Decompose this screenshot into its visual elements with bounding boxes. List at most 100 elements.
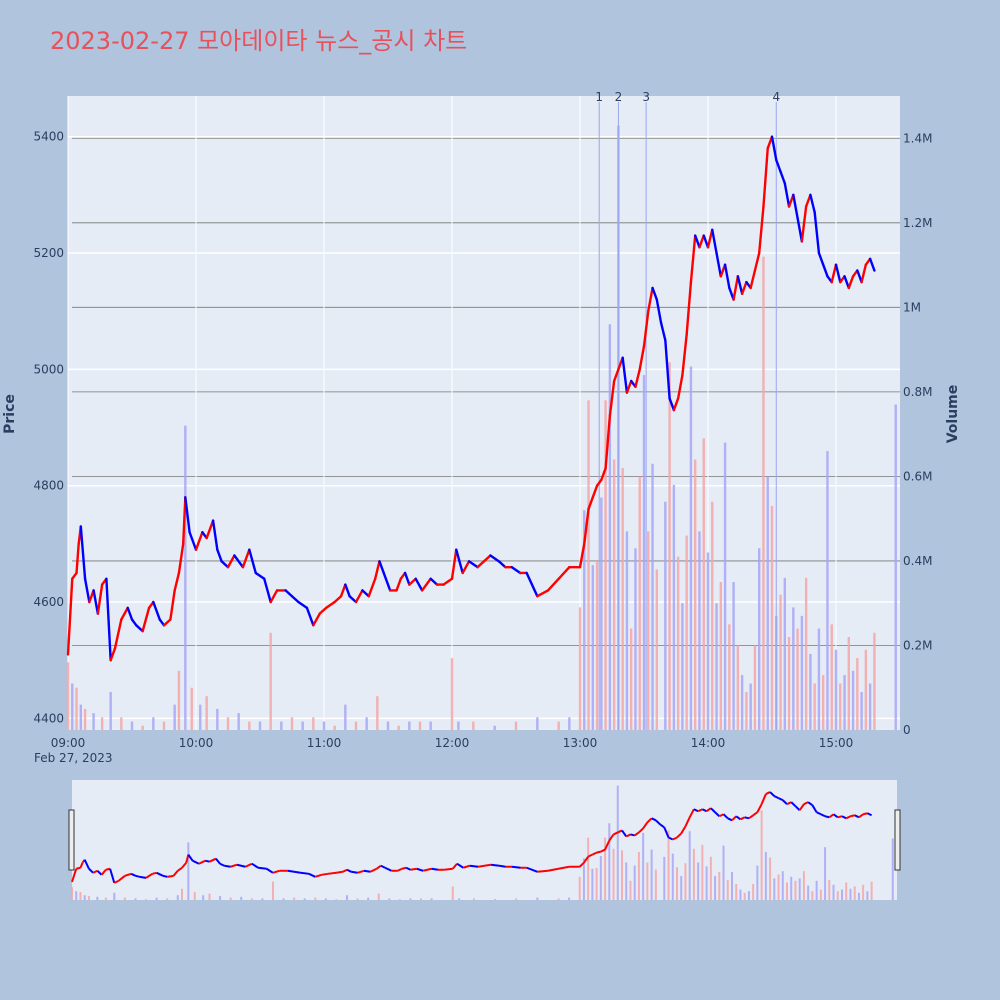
- navigator-volume-bar: [79, 892, 82, 900]
- time-tick-label: 10:00: [179, 736, 214, 750]
- volume-bar: [141, 725, 144, 730]
- volume-bar: [258, 721, 262, 730]
- volume-bar: [269, 632, 272, 730]
- price-segment: [736, 275, 744, 295]
- navigator-volume-bar: [764, 852, 767, 900]
- navigator-volume-bar: [557, 898, 560, 900]
- navigator-volume-bar: [828, 880, 831, 900]
- price-segment: [233, 554, 245, 569]
- navigator-price-segment: [135, 874, 140, 878]
- navigator-volume-bar: [113, 892, 116, 900]
- navigator-volume-bar: [398, 899, 401, 900]
- price-segment: [141, 606, 151, 633]
- time-tick-label: 11:00: [307, 736, 342, 750]
- price-segment: [800, 205, 808, 243]
- navigator-volume-bar: [388, 898, 391, 900]
- price-segment: [587, 496, 594, 511]
- navigator-volume-bar: [271, 881, 274, 900]
- price-segment: [135, 624, 144, 633]
- price-segment: [625, 379, 633, 394]
- navigator-price-segment: [769, 791, 775, 797]
- volume-tick-label: 0.2M: [903, 638, 932, 652]
- range-handle-left[interactable]: [68, 809, 75, 871]
- price-segment: [226, 554, 236, 569]
- navigator-price-segment: [272, 869, 280, 874]
- volume-bar: [800, 615, 804, 730]
- price-segment: [672, 397, 680, 412]
- navigator-price-segment: [820, 813, 826, 818]
- price-segment: [817, 251, 825, 266]
- price-segment: [205, 519, 215, 540]
- news-marker-label: 2: [615, 90, 623, 104]
- volume-bar: [237, 713, 240, 730]
- price-tick-label: 4400: [33, 711, 64, 725]
- price-segment: [608, 379, 616, 418]
- navigator-volume-bar: [642, 832, 645, 900]
- navigator-volume-bar: [123, 897, 126, 900]
- volume-bar: [847, 637, 850, 730]
- navigator-price-segment: [215, 858, 221, 865]
- navigator-price-segment: [100, 869, 107, 876]
- navigator-volume-bar: [625, 862, 628, 900]
- volume-tick-label: 0: [903, 723, 911, 737]
- navigator-price-segment: [384, 866, 392, 872]
- navigator-price-segment: [756, 803, 763, 813]
- navigator-price-segment: [71, 868, 78, 883]
- navigator-volume-bar: [811, 891, 814, 900]
- navigator-price-segment: [172, 870, 179, 877]
- navigator-price-segment: [88, 868, 94, 874]
- price-segment: [685, 280, 693, 336]
- navigator-price-segment: [547, 867, 559, 872]
- navigator-price-segment: [251, 862, 259, 869]
- price-segment: [860, 263, 868, 284]
- price-segment: [461, 560, 471, 575]
- navigator-volume-bar: [866, 891, 869, 900]
- navigator-price-segment: [659, 823, 665, 829]
- price-segment: [188, 531, 198, 551]
- volume-bar: [290, 717, 294, 730]
- volume-bar: [809, 653, 812, 730]
- volume-bar: [779, 594, 782, 730]
- navigator-price-segment: [245, 862, 253, 868]
- volume-bar: [711, 501, 714, 730]
- price-segment: [120, 606, 129, 621]
- price-segment: [770, 135, 778, 162]
- navigator-volume-bar: [166, 898, 169, 900]
- price-segment: [647, 286, 654, 313]
- volume-bar: [830, 624, 833, 730]
- price-segment: [676, 373, 684, 400]
- navigator-price-segment: [731, 815, 737, 822]
- news-marker-label: 4: [772, 90, 780, 104]
- navigator-price-segment: [187, 854, 194, 862]
- navigator-price-segment: [444, 867, 453, 871]
- price-segment: [638, 344, 646, 371]
- navigator-price-segment: [608, 833, 615, 842]
- price-segment: [792, 193, 799, 220]
- price-segment: [450, 548, 458, 580]
- price-segment: [348, 595, 358, 604]
- price-segment: [181, 496, 187, 546]
- time-tick-label: 09:00: [51, 736, 86, 750]
- range-slider[interactable]: [68, 780, 901, 900]
- navigator-price-segment: [642, 821, 649, 829]
- navigator-volume-bar: [356, 898, 359, 900]
- price-segment: [868, 257, 876, 272]
- navigator-volume-bar: [709, 856, 712, 900]
- navigator-price-segment: [697, 808, 703, 813]
- time-tick-label: 14:00: [691, 736, 726, 750]
- volume-bar: [753, 645, 757, 730]
- navigator-price-segment: [837, 815, 843, 819]
- volume-bar: [745, 691, 748, 730]
- price-segment: [634, 368, 641, 389]
- navigator-price-segment: [109, 868, 116, 884]
- navigator-volume-bar: [604, 837, 607, 900]
- navigator-price-segment: [718, 813, 724, 818]
- price-segment: [216, 548, 223, 563]
- price-segment: [659, 321, 667, 342]
- navigator-volume-bar: [595, 868, 598, 900]
- navigator-price-segment: [422, 867, 432, 872]
- navigator-volume-bar: [870, 881, 873, 900]
- range-handle-right[interactable]: [894, 809, 901, 871]
- navigator-price-segment: [156, 871, 164, 877]
- navigator-price-segment: [638, 827, 644, 834]
